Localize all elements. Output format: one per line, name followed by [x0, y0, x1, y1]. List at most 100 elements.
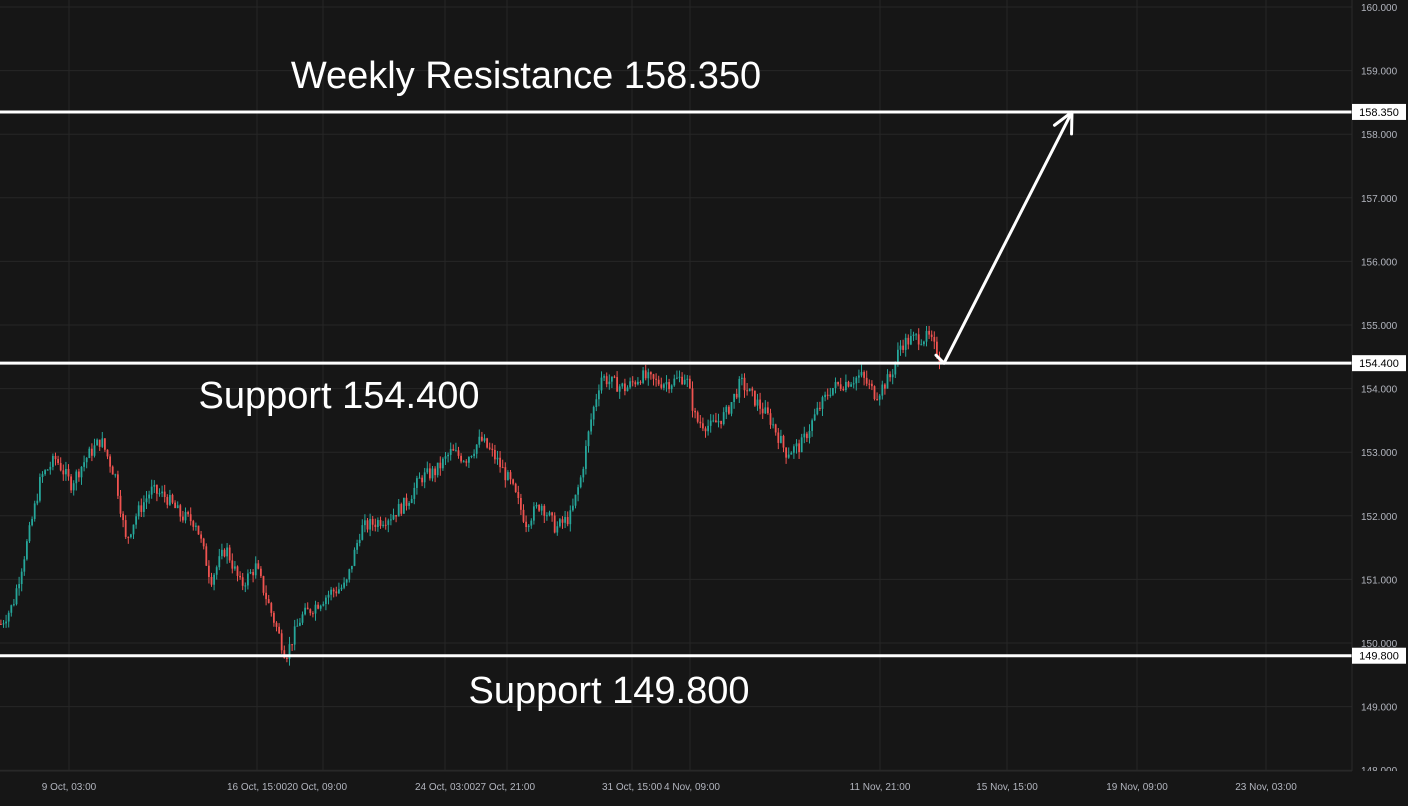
candle-body [551, 512, 553, 516]
candle-body [296, 625, 299, 627]
candle-body [761, 408, 764, 414]
candle-body [535, 504, 538, 507]
resistance-tag-bg [1352, 103, 1406, 120]
candle-body [426, 468, 429, 473]
support-lower-tag: 149.800 [1359, 651, 1399, 663]
candle-body [413, 487, 416, 499]
candle-body [366, 520, 369, 530]
candle-body [83, 462, 85, 467]
candle-body [221, 549, 223, 557]
candle-body [600, 377, 603, 391]
candle-body [423, 472, 426, 483]
candle-body [806, 433, 808, 439]
candle-body [239, 575, 241, 578]
candle-body [223, 549, 226, 557]
candle-body [23, 559, 26, 572]
candle-body [696, 412, 699, 422]
candle-body [275, 622, 278, 627]
candle-body [434, 468, 436, 476]
candle-body [741, 377, 743, 379]
candle-body [585, 446, 587, 469]
candle-body [514, 483, 517, 493]
candle-body [457, 450, 460, 456]
candle-body [842, 388, 845, 391]
candle-body [59, 462, 62, 471]
candle-body [332, 589, 335, 592]
candle-body [598, 390, 600, 400]
candle-body [101, 438, 104, 447]
candle-body [205, 546, 208, 566]
candle-body [611, 376, 613, 382]
candle-body [319, 605, 322, 609]
candle-body [306, 607, 309, 610]
candle-body [429, 468, 431, 479]
candle-body [353, 549, 356, 566]
candle-body [689, 378, 691, 389]
support-upper-tag-bg [1352, 355, 1406, 372]
candle-body [182, 516, 184, 521]
x-tick-label: 19 Nov, 09:00 [1106, 782, 1168, 793]
candle-body [933, 336, 936, 342]
y-tick-label: 159.000 [1361, 67, 1398, 78]
candle-body [384, 524, 387, 526]
candle-body [865, 377, 868, 384]
candle-body [733, 393, 735, 403]
candle-body [644, 370, 647, 379]
candle-body [293, 626, 296, 645]
candle-body [249, 572, 252, 574]
candle-body [291, 644, 293, 646]
candle-body [260, 568, 262, 577]
candle-body [257, 563, 260, 569]
candle-body [174, 502, 176, 509]
candle-body [881, 384, 884, 396]
candle-body [31, 518, 33, 526]
candle-body [657, 379, 660, 385]
candle-body [920, 344, 923, 346]
candle-body [442, 458, 444, 469]
candle-body [626, 387, 629, 392]
candle-body [624, 383, 626, 392]
candle-body [808, 430, 811, 439]
price-levels [0, 110, 1352, 658]
candle-body [904, 337, 907, 350]
candle-body [858, 375, 860, 378]
candle-body [475, 444, 478, 454]
candle-body [556, 526, 559, 533]
candle-body [634, 382, 637, 385]
y-tick-label: 160.000 [1361, 3, 1398, 14]
candle-body [447, 454, 449, 457]
support-upper-label: Support 154.400 [198, 375, 479, 417]
candle-body [465, 461, 468, 463]
candle-body [834, 382, 837, 389]
x-tick-label: 23 Nov, 03:00 [1235, 782, 1297, 793]
candle-body [184, 512, 187, 521]
candle-body [130, 534, 132, 538]
candle-body [390, 519, 392, 521]
x-tick-label: 15 Nov, 15:00 [976, 782, 1038, 793]
support-lower-tag-bg [1352, 647, 1406, 664]
candle-body [481, 436, 483, 441]
candle-body [681, 376, 683, 385]
candle-body [546, 515, 548, 517]
candle-body [756, 399, 759, 406]
arrow-shaft [942, 110, 1074, 365]
candle-body [252, 572, 254, 576]
candle-body [57, 459, 59, 463]
candle-body [449, 448, 452, 455]
candle-body [746, 390, 748, 392]
candle-body [236, 566, 239, 576]
candle-body [137, 505, 140, 517]
candle-body [317, 604, 319, 609]
candle-body [195, 525, 197, 527]
candle-body [286, 657, 288, 659]
candle-body [254, 563, 257, 576]
candle-body [148, 494, 150, 499]
candle-body [171, 494, 174, 503]
candle-body [418, 477, 421, 479]
candle-body [371, 518, 374, 525]
x-tick-label: 11 Nov, 21:00 [850, 782, 911, 793]
candle-body [707, 425, 709, 432]
candle-body [96, 439, 98, 446]
